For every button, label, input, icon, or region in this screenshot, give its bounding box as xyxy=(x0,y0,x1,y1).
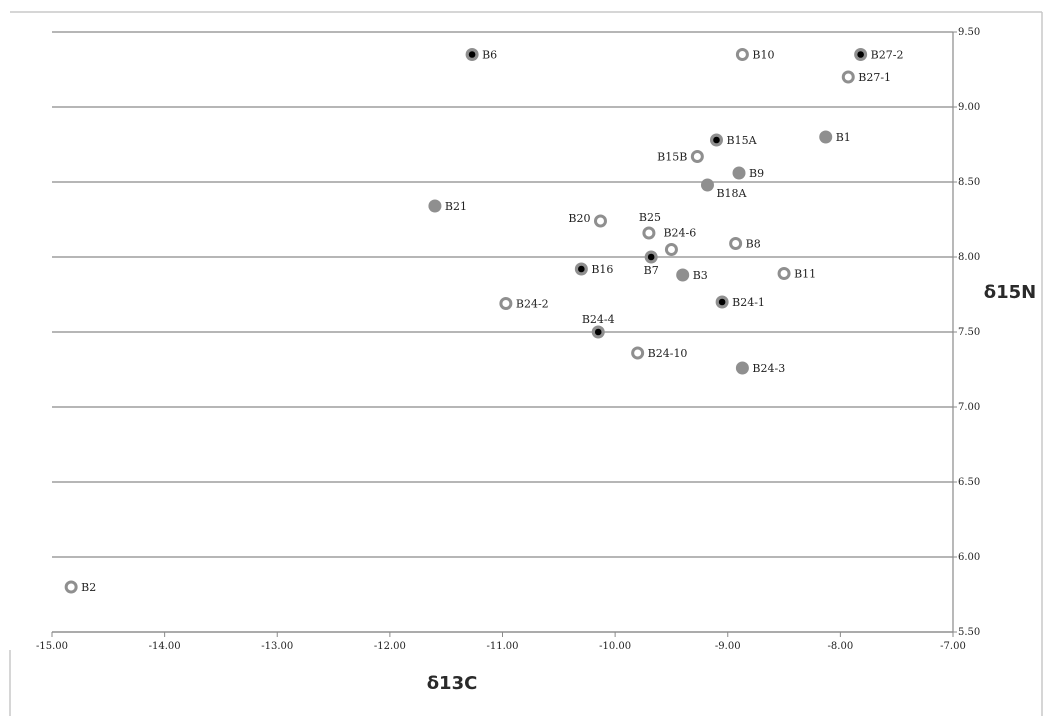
point-b24-2 xyxy=(499,297,513,310)
label-b20: B20 xyxy=(568,212,590,225)
y-tick-label-4: 7.50 xyxy=(958,327,980,338)
point-b24-10 xyxy=(631,346,645,360)
x-axis-title: δ13C xyxy=(427,673,478,694)
label-b9: B9 xyxy=(749,167,764,180)
point-b24-3 xyxy=(735,361,749,375)
y-tick-label-8: 5.50 xyxy=(958,627,980,638)
point-b3 xyxy=(676,268,690,282)
y-axis-title: δ15N xyxy=(984,282,1036,303)
y-tick-label-7: 6.00 xyxy=(958,552,980,563)
x-tick-label-1: -14.00 xyxy=(149,641,181,652)
axes: 9.50 9.00 8.50 8.00 7.50 7.00 6.50 6.00 5.50 -15.… xyxy=(36,27,980,652)
x-tick-label-0: -15.00 xyxy=(36,641,68,652)
y-tick-label-2: 8.50 xyxy=(958,177,980,188)
point-b9 xyxy=(732,166,746,180)
label-b3: B3 xyxy=(693,269,708,282)
point-b2 xyxy=(64,580,78,594)
point-b27-1 xyxy=(841,70,855,84)
gridlines xyxy=(52,31,953,633)
point-b21 xyxy=(428,199,442,213)
x-tick-label-4: -11.00 xyxy=(486,641,518,652)
point-b25 xyxy=(642,226,656,240)
x-tick-label-5: -10.00 xyxy=(599,641,631,652)
label-b11: B11 xyxy=(794,268,816,281)
x-tick-label-6: -9.00 xyxy=(715,641,741,652)
label-b18a: B18A xyxy=(716,187,747,200)
label-b24-10: B24-10 xyxy=(648,347,688,360)
label-b27-1: B27-1 xyxy=(858,71,891,84)
point-b7-center-dot xyxy=(647,253,655,261)
point-b1 xyxy=(819,130,833,144)
label-b15b: B15B xyxy=(657,151,687,164)
point-b24-1-center-dot xyxy=(718,298,726,306)
point-b8 xyxy=(729,237,743,250)
label-b24-2: B24-2 xyxy=(516,298,549,311)
point-b16-center-dot xyxy=(578,265,585,273)
point-b15b xyxy=(690,150,704,163)
y-tick-label-0: 9.50 xyxy=(958,27,980,38)
label-b15a: B15A xyxy=(726,134,757,147)
label-b24-4: B24-4 xyxy=(582,313,615,326)
point-b18a xyxy=(700,178,714,192)
label-b10: B10 xyxy=(752,49,774,62)
label-b27-2: B27-2 xyxy=(871,49,904,62)
label-b1: B1 xyxy=(836,131,851,144)
point-b24-4-center-dot xyxy=(594,328,602,336)
x-tick-label-3: -12.00 xyxy=(374,641,406,652)
label-b24-3: B24-3 xyxy=(752,362,785,375)
label-b24-6: B24-6 xyxy=(663,227,696,240)
label-b6: B6 xyxy=(482,49,497,62)
label-b24-1: B24-1 xyxy=(732,296,765,309)
label-b25: B25 xyxy=(639,211,661,224)
y-tick-label-3: 8.00 xyxy=(958,252,980,263)
y-tick-label-5: 7.00 xyxy=(958,402,980,413)
x-tick-label-7: -8.00 xyxy=(828,641,854,652)
point-b27-2-center-dot xyxy=(857,51,864,58)
label-b8: B8 xyxy=(746,238,761,251)
y-tick-label-6: 6.50 xyxy=(958,477,980,488)
point-b11 xyxy=(777,267,791,280)
x-tick-label-8: -7.00 xyxy=(940,641,966,652)
y-tick-label-1: 9.00 xyxy=(958,102,980,113)
point-b24-6 xyxy=(664,243,678,256)
point-b15a-center-dot xyxy=(713,136,720,144)
label-b16: B16 xyxy=(591,263,613,276)
data-points xyxy=(64,48,868,594)
x-tick-label-2: -13.00 xyxy=(261,641,293,652)
label-b2: B2 xyxy=(81,581,96,594)
label-b21: B21 xyxy=(445,200,467,213)
point-b10 xyxy=(735,48,749,61)
point-b20 xyxy=(593,214,607,228)
label-b7: B7 xyxy=(644,264,659,277)
point-b6-center-dot xyxy=(468,51,476,58)
